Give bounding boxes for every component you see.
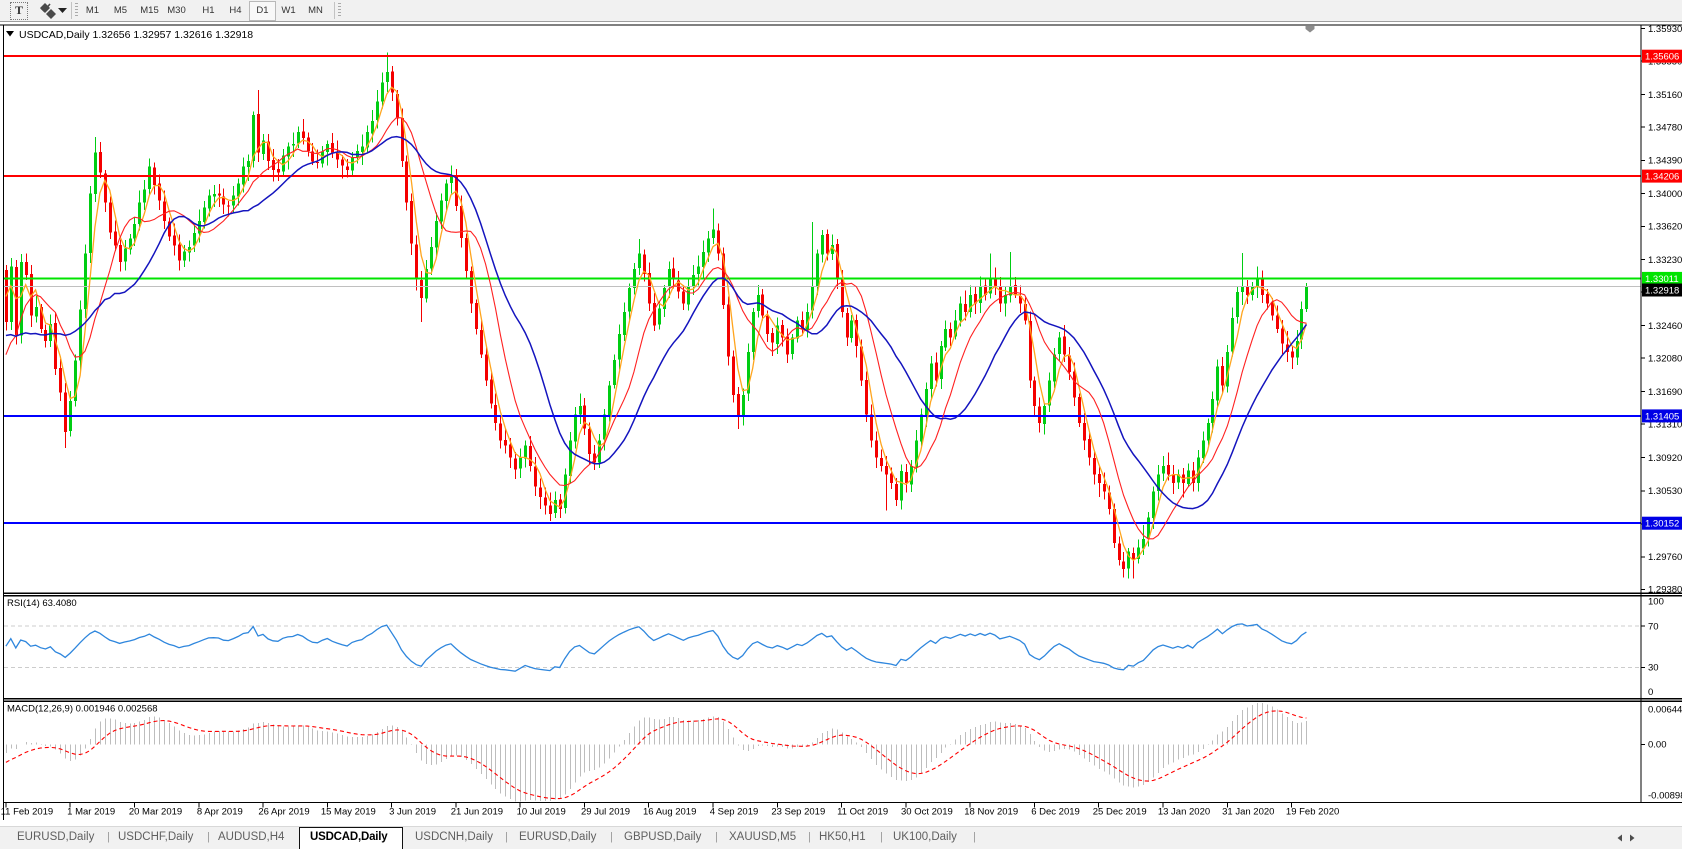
svg-text:8 Apr 2019: 8 Apr 2019: [197, 807, 243, 818]
svg-text:1.35160: 1.35160: [1648, 90, 1682, 101]
svg-text:-0.008982: -0.008982: [1648, 790, 1682, 801]
svg-text:1.34206: 1.34206: [1645, 172, 1679, 183]
svg-text:USDCAD,Daily 1.32656 1.32957: USDCAD,Daily 1.32656 1.32957 1.32616 1.3…: [19, 29, 253, 41]
svg-text:4 Sep 2019: 4 Sep 2019: [710, 807, 759, 818]
svg-text:1.32918: 1.32918: [1645, 285, 1679, 296]
svg-text:1.35606: 1.35606: [1645, 52, 1679, 63]
svg-text:20 Mar 2019: 20 Mar 2019: [129, 807, 182, 818]
svg-text:100: 100: [1648, 596, 1664, 607]
svg-text:1.29380: 1.29380: [1648, 585, 1682, 596]
svg-text:1 Mar 2019: 1 Mar 2019: [67, 807, 115, 818]
svg-text:1.34780: 1.34780: [1648, 122, 1682, 133]
svg-text:0: 0: [1648, 687, 1653, 698]
svg-text:13 Jan 2020: 13 Jan 2020: [1158, 807, 1210, 818]
svg-text:26 Apr 2019: 26 Apr 2019: [258, 807, 309, 818]
svg-text:21 Jun 2019: 21 Jun 2019: [451, 807, 503, 818]
svg-text:1.31690: 1.31690: [1648, 387, 1682, 398]
svg-text:16 Aug 2019: 16 Aug 2019: [643, 807, 696, 818]
svg-text:RSI(14) 63.4080: RSI(14) 63.4080: [7, 598, 77, 609]
svg-text:15 May 2019: 15 May 2019: [321, 807, 376, 818]
svg-text:1.30530: 1.30530: [1648, 486, 1682, 497]
svg-text:1.35930: 1.35930: [1648, 24, 1682, 35]
svg-text:1.30152: 1.30152: [1645, 519, 1679, 530]
svg-text:6 Dec 2019: 6 Dec 2019: [1031, 807, 1080, 818]
svg-text:19 Feb 2020: 19 Feb 2020: [1286, 807, 1339, 818]
svg-text:18 Nov 2019: 18 Nov 2019: [964, 807, 1018, 818]
svg-text:1.33011: 1.33011: [1645, 274, 1679, 285]
svg-text:0.00: 0.00: [1648, 740, 1667, 751]
svg-text:11 Feb 2019: 11 Feb 2019: [1, 807, 54, 818]
svg-text:1.31310: 1.31310: [1648, 419, 1682, 430]
svg-text:70: 70: [1648, 622, 1659, 633]
svg-text:31 Jan 2020: 31 Jan 2020: [1222, 807, 1274, 818]
svg-text:29 Jul 2019: 29 Jul 2019: [581, 807, 630, 818]
svg-text:10 Jul 2019: 10 Jul 2019: [517, 807, 566, 818]
svg-text:1.33620: 1.33620: [1648, 222, 1682, 233]
svg-text:25 Dec 2019: 25 Dec 2019: [1093, 807, 1147, 818]
svg-text:0.006448: 0.006448: [1648, 705, 1682, 716]
svg-text:1.34390: 1.34390: [1648, 156, 1682, 167]
svg-text:1.31405: 1.31405: [1645, 411, 1679, 422]
svg-text:30: 30: [1648, 663, 1659, 674]
svg-text:11 Oct 2019: 11 Oct 2019: [837, 807, 888, 818]
svg-text:30 Oct 2019: 30 Oct 2019: [901, 807, 953, 818]
svg-text:1.33230: 1.33230: [1648, 255, 1682, 266]
svg-text:1.34000: 1.34000: [1648, 189, 1682, 200]
svg-text:23 Sep 2019: 23 Sep 2019: [771, 807, 825, 818]
svg-text:MACD(12,26,9) 0.001946 0.00256: MACD(12,26,9) 0.001946 0.002568: [7, 704, 158, 715]
svg-text:1.32460: 1.32460: [1648, 321, 1682, 332]
svg-text:1.32080: 1.32080: [1648, 354, 1682, 365]
svg-text:1.30920: 1.30920: [1648, 453, 1682, 464]
svg-text:3 Jun 2019: 3 Jun 2019: [389, 807, 436, 818]
svg-text:1.29760: 1.29760: [1648, 552, 1682, 563]
